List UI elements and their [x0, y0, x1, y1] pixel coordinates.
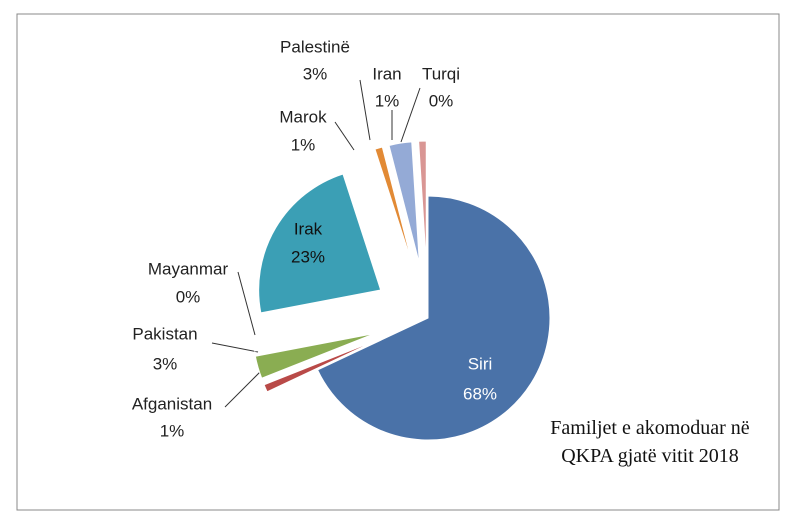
slice-label: Turqi — [422, 64, 460, 83]
pie-slice — [258, 173, 382, 314]
slice-value-label: 0% — [176, 287, 201, 306]
leader-line — [237, 271, 256, 336]
pie-slice — [263, 339, 378, 393]
pie-slice — [374, 146, 414, 266]
leader-line — [359, 79, 371, 141]
slice-label: Marok — [279, 107, 327, 126]
slice-label: Afganistan — [132, 394, 212, 413]
slice-label: Iran — [372, 64, 401, 83]
leader-line — [211, 342, 259, 353]
slice-value-label: 3% — [303, 64, 328, 83]
chart-frame — [16, 13, 780, 511]
leader-line — [224, 369, 263, 408]
slice-label: Mayanmar — [148, 259, 229, 278]
chart-title: Familjet e akomoduar në QKPA gjatë vitit… — [550, 417, 750, 467]
slice-label: Irak — [294, 219, 323, 238]
slice-value-label: 1% — [160, 421, 185, 440]
pie-slice — [418, 140, 427, 264]
slice-value-label: 23% — [291, 247, 325, 266]
slice-value-label: 1% — [291, 135, 316, 154]
slice-value-label: 68% — [463, 384, 497, 403]
slice-label: Pakistan — [132, 324, 197, 343]
slice-label: Palestinë — [280, 37, 350, 56]
pie-slice — [316, 195, 551, 441]
pie-slice — [388, 141, 420, 264]
slice-label: Siri — [468, 354, 493, 373]
leader-line — [334, 121, 355, 151]
pie-slice — [254, 332, 376, 379]
slice-value-label: 0% — [429, 91, 454, 110]
slice-value-label: 1% — [375, 91, 400, 110]
leader-line — [400, 87, 421, 143]
slice-value-label: 3% — [153, 354, 178, 373]
